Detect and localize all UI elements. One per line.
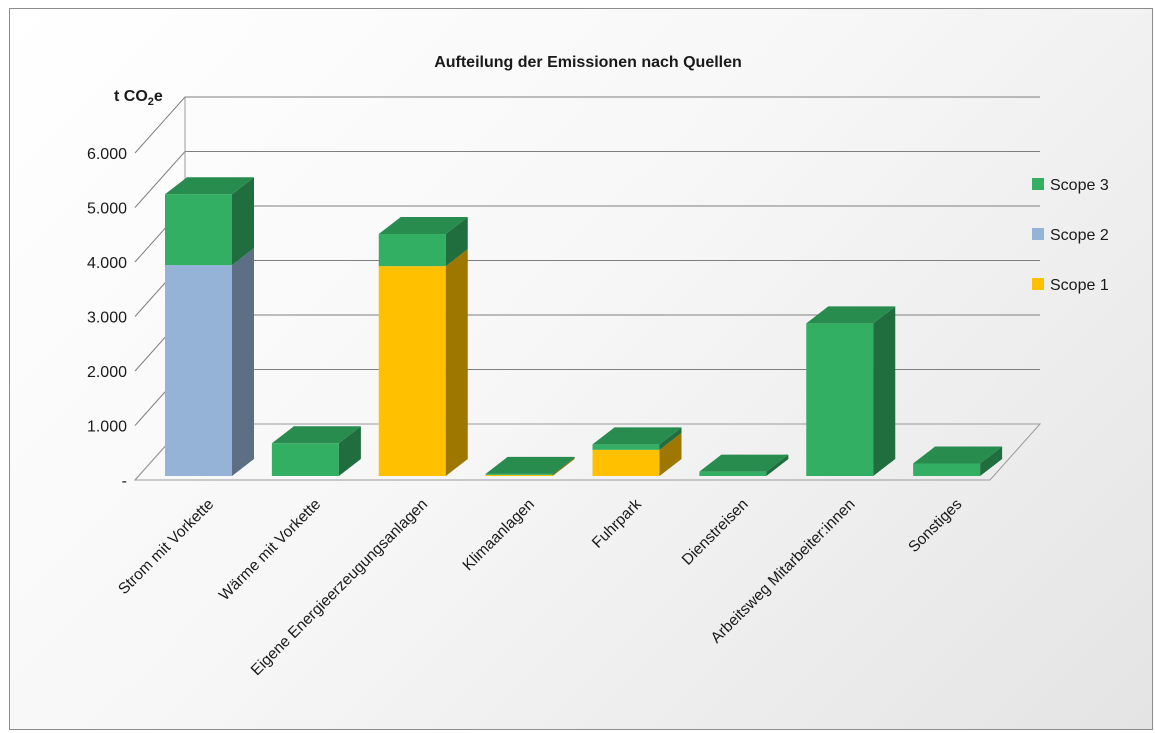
bar-segment-scope-3 bbox=[913, 463, 981, 476]
bar-side bbox=[659, 432, 682, 476]
legend: Scope 3 Scope 2 Scope 1 bbox=[1032, 177, 1109, 294]
category-label: Sonstiges bbox=[905, 496, 965, 556]
bar-side bbox=[232, 177, 254, 266]
bar-side bbox=[552, 456, 575, 475]
chart-title: Aufteilung der Emissionen nach Quellen bbox=[434, 54, 742, 71]
legend-label: Scope 1 bbox=[1050, 277, 1109, 294]
y-tick-label: 3.000 bbox=[87, 310, 127, 327]
y-ticks: - 1.000 2.000 3.000 4.000 5.000 6.000 bbox=[87, 146, 127, 490]
gridline bbox=[134, 369, 1040, 426]
category-label: Wärme mit Vorkette bbox=[216, 496, 324, 604]
chart-frame: Aufteilung der Emissionen nach Quellen t… bbox=[9, 8, 1153, 730]
bar-segment-scope-3 bbox=[271, 443, 339, 476]
bar-top bbox=[806, 306, 896, 324]
gridline bbox=[134, 96, 1040, 154]
gridline bbox=[134, 314, 1040, 372]
bar-top bbox=[592, 427, 682, 445]
bar-side bbox=[445, 249, 468, 476]
gridline bbox=[134, 260, 1040, 317]
y-tick-label: - bbox=[122, 473, 127, 490]
bar-top bbox=[271, 426, 361, 444]
bar-segment-scope-1 bbox=[485, 474, 553, 476]
category-label: Strom mit Vorkette bbox=[115, 496, 217, 598]
bar-side bbox=[232, 248, 254, 476]
y-tick-label: 5.000 bbox=[87, 201, 127, 218]
chart-svg: Aufteilung der Emissionen nach Quellen t… bbox=[87, 54, 1109, 679]
bar-segment-scope-3 bbox=[592, 444, 660, 450]
gridline bbox=[134, 423, 1040, 481]
bar-side bbox=[445, 217, 468, 267]
legend-swatch bbox=[1032, 228, 1044, 240]
bar-side bbox=[552, 457, 575, 476]
bar-top bbox=[699, 454, 789, 472]
gridline bbox=[134, 205, 1040, 263]
bar-side bbox=[338, 426, 361, 476]
category-label: Eigene Energieerzeugungsanlagen bbox=[248, 496, 431, 679]
bar-segment-scope-3 bbox=[165, 194, 232, 266]
y-tick-label: 6.000 bbox=[87, 146, 127, 163]
bar-segment-scope-3 bbox=[699, 471, 767, 476]
bar-side bbox=[873, 306, 896, 476]
bar-segment-scope-1 bbox=[378, 266, 446, 476]
bars bbox=[165, 177, 1003, 476]
y-tick-label: 1.000 bbox=[87, 419, 127, 436]
category-label: Dienstreisen bbox=[679, 496, 752, 569]
bar-top bbox=[913, 446, 1003, 464]
legend-swatch bbox=[1032, 278, 1044, 290]
category-label: Fuhrpark bbox=[589, 496, 645, 552]
category-label: Klimaanlagen bbox=[460, 496, 538, 574]
bar-side bbox=[659, 427, 682, 450]
bar-top bbox=[165, 177, 254, 195]
y-tick-label: 4.000 bbox=[87, 255, 127, 272]
floor bbox=[133, 423, 1042, 481]
y-tick-label: 2.000 bbox=[87, 364, 127, 381]
legend-label: Scope 2 bbox=[1050, 227, 1109, 244]
legend-swatch bbox=[1032, 178, 1044, 190]
gridline bbox=[134, 151, 1040, 208]
bar-top bbox=[378, 217, 468, 235]
bar-segment-scope-1 bbox=[592, 449, 660, 476]
bar-top bbox=[485, 456, 575, 474]
y-axis-unit: t CO2e bbox=[114, 88, 163, 108]
legend-label: Scope 3 bbox=[1050, 177, 1109, 194]
bar-segment-scope-2 bbox=[165, 265, 232, 476]
bar-segment-scope-3 bbox=[806, 323, 874, 476]
bar-segment-scope-3 bbox=[378, 234, 446, 267]
bar-side bbox=[766, 454, 789, 476]
gridlines bbox=[133, 96, 1042, 481]
bar-side bbox=[980, 446, 1003, 476]
bar-segment-scope-3 bbox=[485, 473, 553, 475]
